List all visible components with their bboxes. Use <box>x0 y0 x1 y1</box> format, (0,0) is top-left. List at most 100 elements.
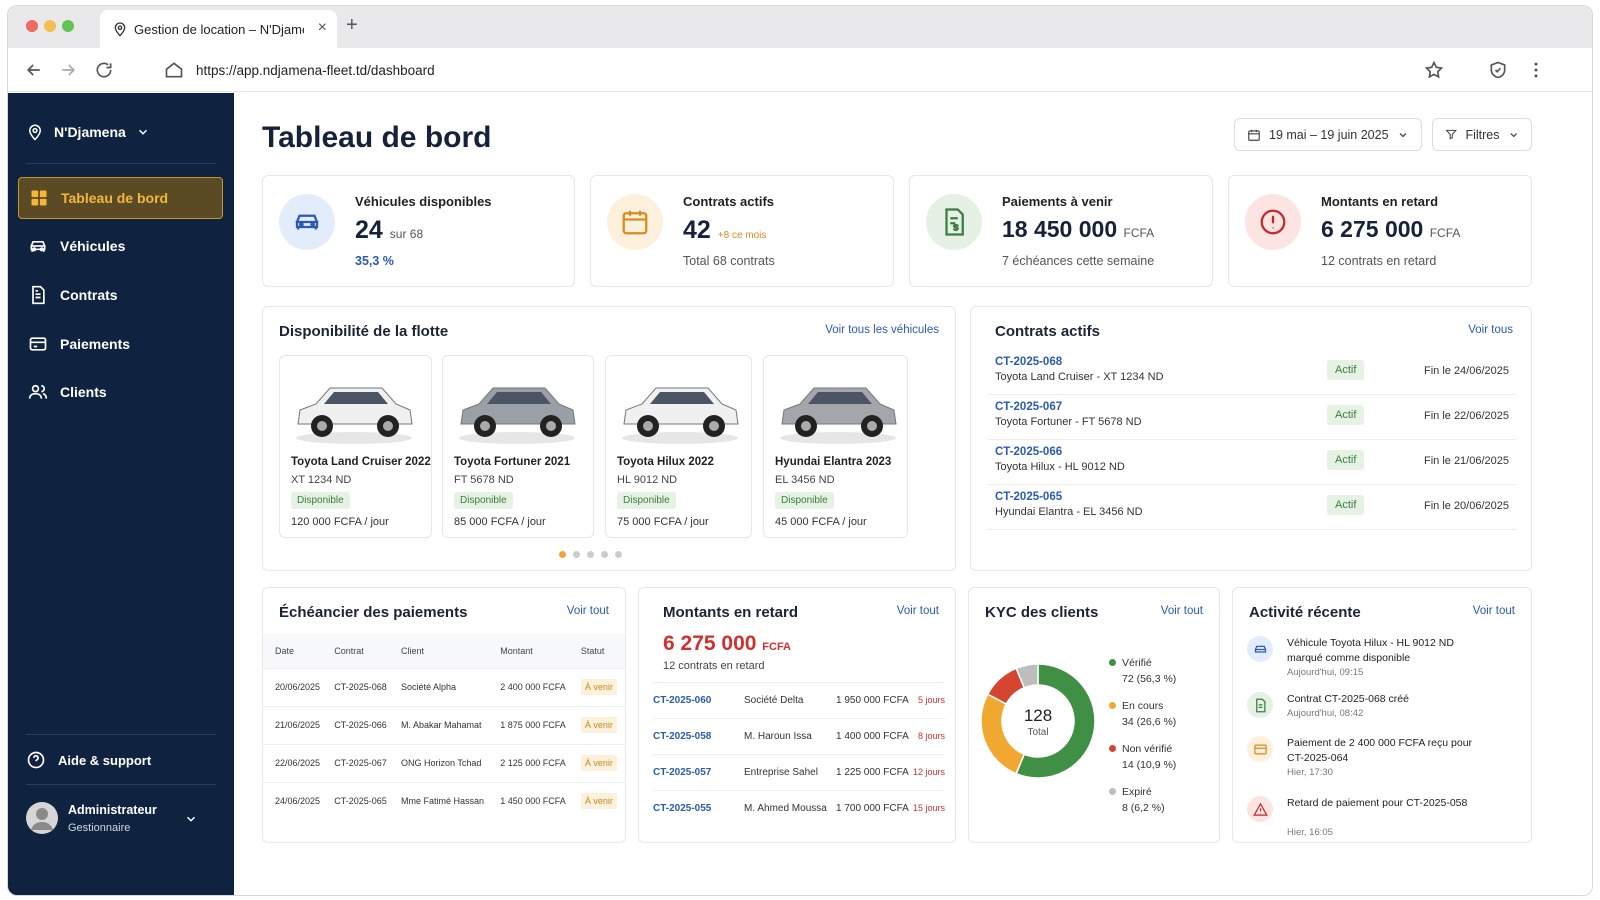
sidebar-item-contracts[interactable]: Contrats <box>18 274 223 316</box>
kpi-number: 42 <box>683 216 711 244</box>
more-menu-icon[interactable] <box>1526 60 1546 80</box>
vehicle-name: Toyota Fortuner 2021 <box>454 456 571 468</box>
contract-row[interactable]: CT-2025-068 Toyota Land Cruiser - XT 1234… <box>987 350 1517 395</box>
late-row[interactable]: CT-2025-057 Entreprise Sahel 1 225 000 FCF… <box>653 754 945 790</box>
contract-id[interactable]: CT-2025-066 <box>995 446 1063 458</box>
invoice-icon <box>926 194 982 250</box>
carousel-dot[interactable] <box>587 551 594 558</box>
vehicle-price: 45 000 FCFA / jour <box>775 516 867 528</box>
sidebar-item-dashboard[interactable]: Tableau de bord <box>18 177 223 219</box>
table-cell: CT-2025-065 <box>329 781 396 820</box>
vehicle-card[interactable]: Toyota Hilux 2022 HL 9012 ND Disponible 75 … <box>605 355 752 538</box>
filters-button[interactable]: Filtres <box>1432 118 1532 151</box>
carousel-dots <box>559 551 622 558</box>
late-row[interactable]: CT-2025-058 M. Haroun Issa 1 400 000 FCFA 8… <box>653 718 945 754</box>
kpi-available-vehicles[interactable]: Véhicules disponibles 24 sur 68 35,3 % <box>262 175 575 287</box>
status-cell: À venir <box>575 781 625 820</box>
back-icon[interactable] <box>24 60 44 80</box>
shield-icon[interactable] <box>1488 60 1508 80</box>
location-selector[interactable]: N'Djamena <box>26 123 150 141</box>
days-late: 5 jours <box>917 695 945 705</box>
home-icon[interactable] <box>164 60 184 80</box>
contract-row[interactable]: CT-2025-066 Toyota Hilux - HL 9012 ND Acti… <box>987 440 1517 485</box>
sidebar-item-vehicles[interactable]: Véhicules <box>18 225 223 267</box>
table-cell: 2 400 000 FCFA <box>495 667 576 706</box>
status-badge: Actif <box>1327 450 1365 470</box>
activity-time: Hier, 17:30 <box>1287 767 1333 778</box>
donut-segment-vérifié[interactable] <box>1015 663 1096 779</box>
browser-tab[interactable]: Gestion de location – N'Djamena × <box>100 10 337 48</box>
vehicle-card[interactable]: Toyota Land Cruiser 2022 XT 1234 ND Dispon… <box>279 355 432 538</box>
column-header: Client <box>395 634 496 668</box>
sidebar-item-label: Véhicules <box>60 238 126 254</box>
carousel-dot[interactable] <box>559 551 566 558</box>
late-row[interactable]: CT-2025-060 Société Delta 1 950 000 FCFA 5 … <box>653 682 945 718</box>
kpi-value: 42 +8 ce mois <box>683 216 766 245</box>
contract-id[interactable]: CT-2025-058 <box>653 731 712 742</box>
contract-id[interactable]: CT-2025-068 <box>995 356 1063 368</box>
divider <box>26 163 216 164</box>
credit-card-icon <box>1247 736 1273 762</box>
forward-icon[interactable] <box>58 60 78 80</box>
kpi-active-contracts[interactable]: Contrats actifs 42 +8 ce mois Total 68 c… <box>590 175 894 287</box>
table-row[interactable]: 24/06/2025 CT-2025-065 Mme Fatimé Hassan 1 … <box>263 781 625 820</box>
table-row[interactable]: 21/06/2025 CT-2025-066 M. Abakar Mahamat 1 … <box>263 705 625 744</box>
carousel-dot[interactable] <box>601 551 608 558</box>
new-tab-button[interactable]: + <box>346 14 358 36</box>
view-all-kyc-link[interactable]: Voir tout <box>1160 605 1203 617</box>
vehicle-card[interactable]: Toyota Fortuner 2021 FT 5678 ND Disponible… <box>442 355 594 538</box>
calendar-icon <box>607 194 663 250</box>
contract-vehicle: Hyundai Elantra - EL 3456 ND <box>995 506 1143 518</box>
late-amount: 1 400 000 FCFA <box>836 731 909 742</box>
url-field[interactable]: https://app.ndjamena-fleet.td/dashboard <box>160 55 1482 85</box>
activity-time: Aujourd'hui, 09:15 <box>1287 667 1364 678</box>
status-badge: À venir <box>580 717 617 733</box>
sidebar-item-payments[interactable]: Paiements <box>18 323 223 365</box>
minimize-window-button[interactable] <box>44 20 56 32</box>
contract-id[interactable]: CT-2025-060 <box>653 695 712 706</box>
contract-row[interactable]: CT-2025-065 Hyundai Elantra - EL 3456 ND A… <box>987 485 1517 530</box>
view-all-vehicles-link[interactable]: Voir tous les véhicules <box>825 324 939 336</box>
table-row[interactable]: 20/06/2025 CT-2025-068 Société Alpha 2 400 … <box>263 667 625 706</box>
kpi-late-amounts[interactable]: Montants en retard 6 275 000 FCFA 12 con… <box>1228 175 1532 287</box>
close-tab-icon[interactable]: × <box>317 19 327 36</box>
user-menu[interactable]: Administrateur Gestionnaire <box>26 800 216 850</box>
fleet-availability-card: Disponibilité de la flotte Voir tous les… <box>262 306 956 571</box>
client-name: Entreprise Sahel <box>744 767 818 778</box>
sidebar-item-clients[interactable]: Clients <box>18 371 223 413</box>
user-role: Gestionnaire <box>68 822 131 834</box>
contract-id[interactable]: CT-2025-057 <box>653 767 712 778</box>
vehicle-plate: EL 3456 ND <box>775 474 835 486</box>
contract-vehicle: Toyota Fortuner - FT 5678 ND <box>995 416 1142 428</box>
contract-id[interactable]: CT-2025-055 <box>653 803 712 814</box>
maximize-window-button[interactable] <box>62 20 74 32</box>
view-all-contracts-link[interactable]: Voir tous <box>1468 324 1513 336</box>
view-all-activity-link[interactable]: Voir tout <box>1472 605 1515 617</box>
contract-id[interactable]: CT-2025-067 <box>995 401 1063 413</box>
legend-detail: 72 (56,3 %) <box>1122 673 1177 685</box>
table-row[interactable]: 22/06/2025 CT-2025-067 ONG Horizon Tchad 2 … <box>263 743 625 782</box>
legend-swatch <box>1109 788 1116 795</box>
view-all-late-link[interactable]: Voir tout <box>896 605 939 617</box>
carousel-dot[interactable] <box>615 551 622 558</box>
car-icon <box>279 194 335 250</box>
donut-segment-expiré[interactable] <box>1015 663 1039 689</box>
close-window-button[interactable] <box>26 20 38 32</box>
help-support-link[interactable]: Aide & support <box>16 739 221 781</box>
view-all-schedule-link[interactable]: Voir tout <box>566 605 609 617</box>
location-pin-icon <box>114 22 126 37</box>
payment-schedule-card: Échéancier des paiements Voir tout Date C… <box>262 587 626 843</box>
bookmark-star-icon[interactable] <box>1424 60 1444 80</box>
date-range-picker[interactable]: 19 mai – 19 juin 2025 <box>1234 118 1422 151</box>
user-name: Administrateur <box>68 803 157 817</box>
contract-id[interactable]: CT-2025-065 <box>995 491 1063 503</box>
reload-icon[interactable] <box>94 60 114 80</box>
carousel-dot[interactable] <box>573 551 580 558</box>
divider <box>26 784 216 785</box>
kpi-upcoming-payments[interactable]: Paiements à venir 18 450 000 FCFA 7 éché… <box>909 175 1213 287</box>
vehicle-card[interactable]: Hyundai Elantra 2023 EL 3456 ND Disponible… <box>763 355 908 538</box>
late-row[interactable]: CT-2025-055 M. Ahmed Moussa 1 700 000 FCFA… <box>653 790 945 826</box>
table-cell: 24/06/2025 <box>263 781 330 820</box>
vehicle-plate: XT 1234 ND <box>291 474 352 486</box>
contract-row[interactable]: CT-2025-067 Toyota Fortuner - FT 5678 ND A… <box>987 395 1517 440</box>
